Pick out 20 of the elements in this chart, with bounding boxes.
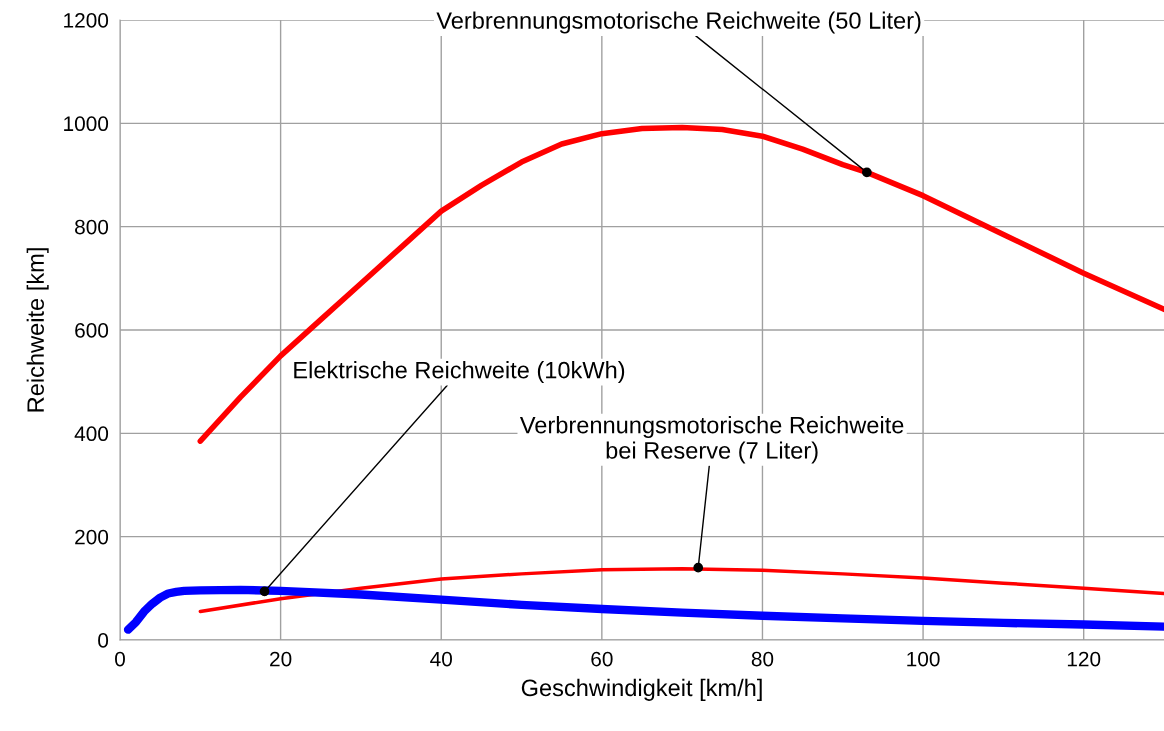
line-series — [198, 566, 1164, 614]
y-tick-label: 0 — [98, 633, 109, 648]
x-tick-label: 120 — [1067, 651, 1101, 667]
y-tick-label: 600 — [75, 323, 109, 338]
x-axis-title: Geschwindigkeit [km/h] — [521, 678, 762, 701]
annotation: Verbrennungsmotorische Reichweite (50 Liter) — [436, 11, 921, 34]
y-tick-label: 200 — [75, 529, 109, 545]
annotation: Verbrennungsmotorische Reichweite bei Reserve (7 Liter) — [519, 416, 904, 464]
x-tick-label: 100 — [907, 651, 940, 667]
y-tick-label: 400 — [74, 426, 109, 442]
x-tick-label: 60 — [591, 651, 613, 667]
y-tick-label: 1000 — [64, 116, 109, 132]
annotation: Elektrische Reichweite (10kWh) — [294, 361, 625, 384]
y-axis-title: Reichweite [km] — [26, 248, 49, 412]
x-tick-label: 40 — [430, 651, 452, 667]
x-tick-label: 0 — [115, 651, 125, 667]
y-tick-label: 1200 — [64, 13, 109, 28]
x-tick-label: 80 — [751, 651, 774, 667]
y-tick-label: 800 — [75, 219, 109, 235]
x-tick-label: 20 — [270, 651, 292, 667]
